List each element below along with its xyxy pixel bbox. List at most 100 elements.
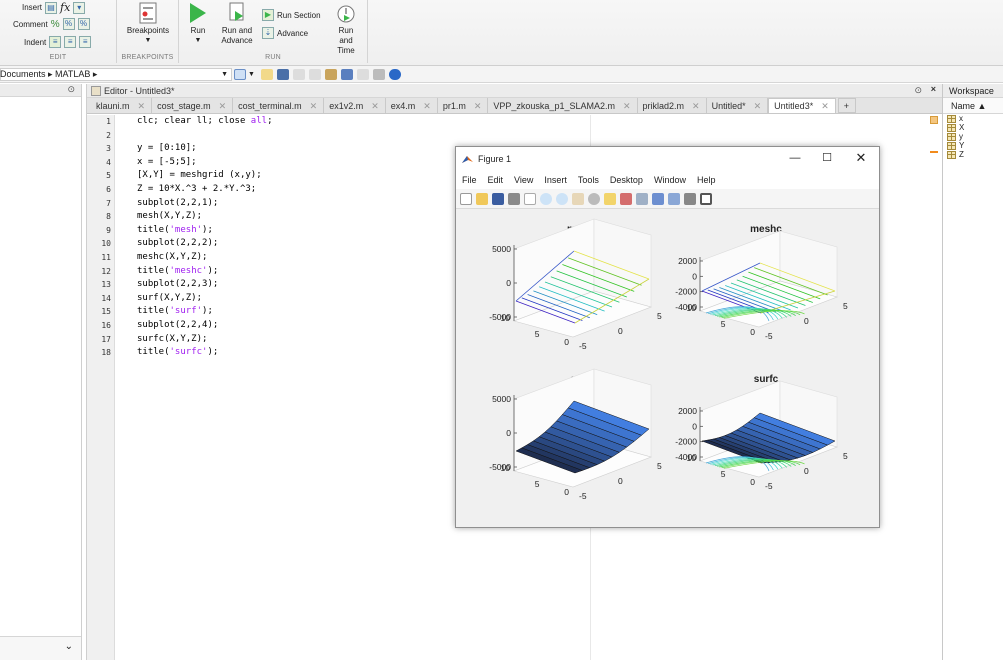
show-tools-icon[interactable] [700,192,712,205]
fx-icon[interactable]: fx [60,1,71,14]
close-tab-icon[interactable]: ✕ [622,100,631,111]
data-cursor-icon[interactable] [604,192,616,205]
colorbar-icon[interactable] [652,192,664,205]
code-line[interactable]: title('surf'); [137,306,213,317]
zoom-in-icon[interactable] [540,192,552,205]
workspace-variable[interactable]: x [943,114,1003,123]
close-tab-icon[interactable]: ✕ [309,100,318,111]
editor-tab[interactable]: pr1.m ✕ [438,98,489,113]
close-tab-icon[interactable]: ✕ [753,100,762,111]
editor-tab[interactable]: priklad2.m ✕ [638,98,707,113]
close-icon[interactable]: × [930,84,936,94]
zoom-out-icon[interactable] [556,192,568,205]
decrease-indent-icon[interactable]: ≡ [79,36,92,48]
warning-indicator[interactable] [930,116,938,124]
close-tab-icon[interactable]: ✕ [218,100,227,111]
chevron-down-icon[interactable]: ▼ [221,70,228,78]
minimize-icon[interactable]: — [789,152,801,164]
legend-icon[interactable] [668,192,680,205]
code-line[interactable]: title('surfc'); [137,347,219,358]
switch-windows-icon[interactable] [372,68,385,80]
close-tab-icon[interactable]: ✕ [473,100,482,111]
editor-tab[interactable]: cost_terminal.m ✕ [233,98,325,113]
comment-icon[interactable]: % [50,18,60,30]
code-line[interactable]: [X,Y] = meshgrid (x,y); [137,170,262,181]
chevron-down-icon[interactable]: ▼ [248,70,255,78]
rotate-icon[interactable] [588,192,600,205]
figure-menu-item[interactable]: Help [696,175,716,185]
maximize-icon[interactable]: ☐ [822,152,832,164]
editor-tab[interactable]: klauni.m ✕ [91,98,153,113]
figure-plot-area[interactable]: mesh50000-50001050-505meshc20000-2000-40… [456,211,879,527]
cut-icon[interactable] [292,68,305,80]
warning-marker[interactable] [930,151,938,153]
close-tab-icon[interactable]: ✕ [371,100,379,111]
code-line[interactable]: mesh(X,Y,Z); [137,211,203,222]
code-text[interactable]: clc; clear ll; close all; y = [0:10]; x = … [137,115,272,360]
figure-menu-item[interactable]: View [514,175,534,185]
add-tab-button[interactable]: + [837,98,857,113]
code-line[interactable]: x = [-5;5]; [137,156,197,167]
indent-row[interactable]: Indent ≡ ≡ ≡ [24,36,92,48]
code-line[interactable]: title('mesh'); [137,224,213,235]
close-tab-icon[interactable]: ✕ [692,100,700,111]
increase-indent-icon[interactable]: ≡ [64,36,77,48]
code-line[interactable]: meshc(X,Y,Z); [137,251,208,262]
search-icon[interactable] [234,68,246,80]
code-line[interactable] [137,129,272,143]
figure-menu-item[interactable]: Desktop [609,175,643,185]
editor-tab[interactable]: Untitled* ✕ [707,98,769,113]
save-icon[interactable] [276,68,289,80]
code-line[interactable]: y = [0:10]; [137,143,197,154]
save-icon[interactable] [492,192,504,205]
current-folder-path[interactable]: Documents ▸ MATLAB ▸ ▼ [0,67,232,81]
editor-tab[interactable]: ex4.m ✕ [386,98,438,113]
figure-menu-item[interactable]: Tools [577,175,599,185]
code-line[interactable]: subplot(2,2,1); [137,197,219,208]
smart-indent-icon[interactable]: ≡ [49,36,62,48]
run-time-button[interactable]: Run and Time [327,2,365,56]
insert-row[interactable]: Insert ▤ fx ▾ [22,1,86,14]
close-icon[interactable]: ✕ [855,150,867,165]
copy-icon[interactable] [308,68,321,80]
code-line[interactable]: subplot(2,2,4); [137,319,219,330]
redo-icon[interactable] [356,68,369,80]
panel-menu-icon[interactable]: ⊙ [914,85,922,95]
advance-button[interactable]: ⇣ Advance [262,27,308,39]
figure-menu-item[interactable]: Edit [487,175,504,185]
code-area[interactable]: 1 2 3 4 5 6 7 8 9 10 11 12 13 14 15 16 17 18 clc; clear l… [87,115,942,660]
editor-tab[interactable]: VPP_zkouska_p1_SLAMA2.m ✕ [488,98,638,113]
figure-menu-item[interactable]: Insert [544,175,567,185]
editor-tab[interactable]: ex1v2.m ✕ [324,98,386,113]
run-button[interactable]: Run ▼ [183,2,213,46]
run-advance-button[interactable]: Run and Advance [217,2,257,46]
name-column-header[interactable]: Name ▲ [943,98,1003,114]
run-section-button[interactable]: ▶ Run Section [262,9,321,21]
close-tab-icon[interactable]: ✕ [423,100,431,111]
close-tab-icon[interactable]: ✕ [821,101,829,111]
editor-tab[interactable]: Untitled3* ✕ [768,98,836,113]
paste-icon[interactable] [324,68,337,80]
undo-icon[interactable] [340,68,353,80]
workspace-variable[interactable]: y [943,132,1003,141]
brush-icon[interactable] [620,192,632,205]
editor-tab[interactable]: cost_stage.m ✕ [152,98,234,113]
code-line[interactable]: clc; clear ll; close all; [137,116,273,126]
wrap-comment-icon[interactable]: % [62,18,75,30]
code-line[interactable]: subplot(2,2,2); [137,238,219,249]
pan-icon[interactable] [572,192,584,205]
panel-menu-icon[interactable]: ⊙ [67,84,75,94]
open-icon[interactable] [476,192,488,205]
new-folder-icon[interactable] [260,68,273,80]
close-tab-icon[interactable]: ✕ [137,100,146,111]
chevron-down-icon[interactable]: ⌄ [64,641,73,652]
pointer-icon[interactable] [524,192,536,205]
workspace-variable[interactable]: X [943,123,1003,132]
help-icon[interactable] [388,68,401,80]
figure-menu-item[interactable]: File [462,175,477,185]
insert-cell-icon[interactable]: ▾ [73,1,86,14]
breakpoints-button[interactable]: Breakpoints ▼ [123,2,173,46]
print-icon[interactable] [508,192,520,205]
new-figure-icon[interactable] [460,192,472,205]
insert-icon[interactable]: ▤ [45,1,58,14]
